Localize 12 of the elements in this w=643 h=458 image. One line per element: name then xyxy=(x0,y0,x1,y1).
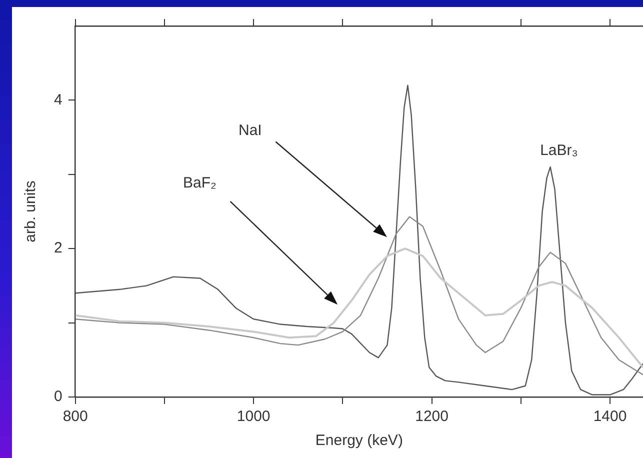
x-tick-label: 800 xyxy=(62,408,88,426)
annotation: LaBr₃ xyxy=(540,142,578,159)
y-tick-label: 0 xyxy=(54,388,62,406)
x-axis-title: Energy (keV) xyxy=(315,432,403,450)
x-tick-label: 1200 xyxy=(415,408,448,426)
y-axis-title: arb. units xyxy=(22,180,40,242)
y-tick-label: 2 xyxy=(54,240,62,257)
x-tick-label: 1000 xyxy=(236,408,270,426)
annotation: BaF₂ xyxy=(182,174,216,192)
x-tick-label: 1400 xyxy=(593,408,627,426)
y-tick-label: 4 xyxy=(54,91,62,108)
annotation: NaI xyxy=(238,122,262,139)
